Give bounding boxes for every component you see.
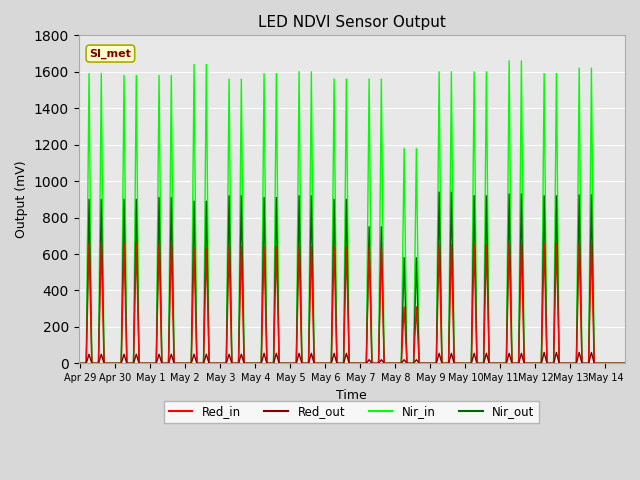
Nir_in bbox=[485, 360, 493, 366]
Legend: Red_in, Red_out, Nir_in, Nir_out: Red_in, Red_out, Nir_in, Nir_out bbox=[164, 401, 540, 423]
Red_in bbox=[485, 360, 493, 366]
Red_out bbox=[467, 360, 475, 366]
Nir_in bbox=[483, 69, 490, 75]
Nir_out bbox=[518, 191, 525, 197]
Line: Nir_in: Nir_in bbox=[79, 61, 625, 363]
Red_out bbox=[502, 360, 510, 366]
X-axis label: Time: Time bbox=[336, 389, 367, 402]
Red_in bbox=[85, 240, 93, 246]
Nir_out bbox=[470, 193, 478, 199]
Red_in bbox=[75, 360, 83, 366]
Red_out bbox=[515, 360, 522, 366]
Red_out bbox=[483, 350, 490, 356]
Nir_out bbox=[380, 360, 388, 366]
Nir_out bbox=[435, 189, 443, 195]
Nir_in bbox=[467, 360, 475, 366]
Nir_out bbox=[621, 360, 628, 366]
Red_out bbox=[380, 360, 388, 366]
Nir_in bbox=[621, 360, 628, 366]
Nir_in bbox=[518, 58, 525, 64]
Line: Red_out: Red_out bbox=[79, 352, 625, 363]
Text: SI_met: SI_met bbox=[90, 48, 131, 59]
Nir_out bbox=[485, 360, 493, 366]
Nir_in bbox=[75, 360, 83, 366]
Red_in bbox=[470, 242, 478, 248]
Title: LED NDVI Sensor Output: LED NDVI Sensor Output bbox=[258, 15, 445, 30]
Red_out bbox=[75, 360, 83, 366]
Line: Red_in: Red_in bbox=[79, 243, 625, 363]
Line: Nir_out: Nir_out bbox=[79, 192, 625, 363]
Y-axis label: Output (mV): Output (mV) bbox=[15, 160, 28, 238]
Nir_in bbox=[380, 360, 388, 366]
Red_in bbox=[621, 360, 628, 366]
Nir_out bbox=[75, 360, 83, 366]
Nir_out bbox=[502, 360, 510, 366]
Red_in bbox=[502, 360, 510, 366]
Nir_in bbox=[502, 360, 510, 366]
Nir_out bbox=[506, 191, 513, 197]
Red_in bbox=[506, 240, 513, 246]
Red_out bbox=[540, 349, 548, 355]
Red_out bbox=[621, 360, 628, 366]
Red_in bbox=[397, 360, 405, 366]
Nir_in bbox=[506, 58, 513, 64]
Red_out bbox=[485, 360, 493, 366]
Red_in bbox=[518, 240, 525, 246]
